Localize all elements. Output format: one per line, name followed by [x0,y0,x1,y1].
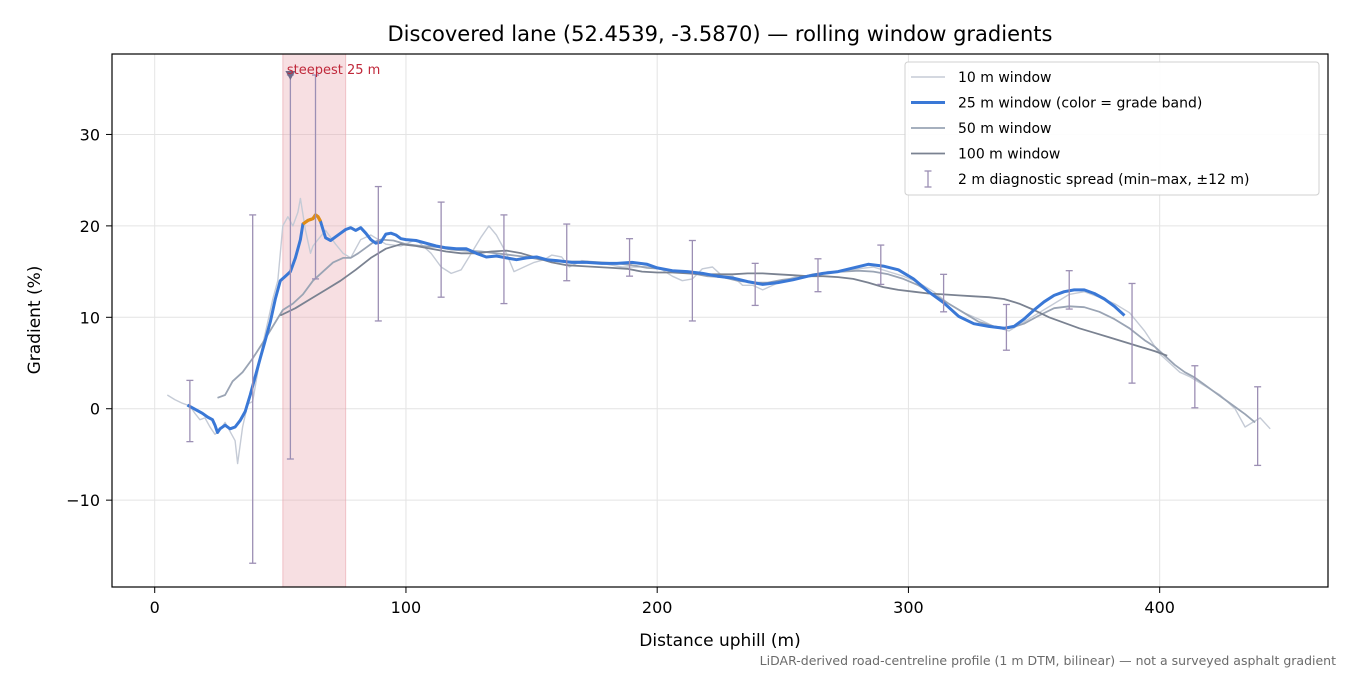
x-axis-label: Distance uphill (m) [639,631,800,651]
error-bar [374,185,382,322]
steepest-segment-band [282,53,347,588]
legend-label: 2 m diagnostic spread (min–max, ±12 m) [958,172,1249,188]
x-axis: 0 100 200 300 400 [150,587,1175,617]
x-tick-label: 100 [391,598,422,617]
error-bar [1191,365,1199,409]
error-bar [877,244,885,286]
series-layer [166,197,1271,465]
plot-frame [111,53,1329,588]
error-bar [186,379,194,443]
steepest-band-layer [282,53,347,588]
y-axis-label: Gradient (%) [25,266,45,375]
x-tick-label: 300 [893,598,924,617]
legend-entry: 2 m diagnostic spread (min–max, ±12 m) [924,170,1249,188]
chart-title: Discovered lane (52.4539, -3.5870) — rol… [388,22,1053,46]
y-tick-label: 20 [80,217,100,236]
x-tick-label: 400 [1144,598,1175,617]
error-bar [751,262,759,307]
series-25-m-window-color-grade-band [186,213,1126,434]
legend-label: 10 m window [958,70,1051,86]
error-bar [1002,303,1010,351]
x-tick-label: 0 [150,598,160,617]
error-bar [500,214,508,305]
legend-box [904,61,1320,196]
series-50-m-window [217,238,1256,424]
y-axis: −10 0 10 20 30 [66,125,112,510]
y-tick-label: −10 [66,491,100,510]
steepest-peak-marker [285,71,296,81]
legend-label: 50 m window [958,121,1051,137]
error-bar [1128,282,1136,384]
steepest-segment-label: steepest 25 m [287,63,380,78]
legend-entry: 100 m window [911,147,1060,163]
marker-layer [285,71,296,81]
error-bar [1065,270,1073,310]
error-bar [688,239,696,322]
footnote: LiDAR-derived road-centreline profile (1… [760,653,1336,668]
error-bar [1254,386,1262,467]
error-bars [186,74,1262,564]
legend-entry: 25 m window (color = grade band) [911,96,1202,112]
y-tick-label: 30 [80,125,100,144]
error-bar [437,201,445,298]
steep-grade-segment [301,213,322,226]
legend-label: 100 m window [958,147,1060,163]
error-bar [563,223,571,282]
legend-entry: 10 m window [911,70,1051,86]
error-bar [626,238,634,277]
error-bar [249,214,257,564]
x-tick-label: 200 [642,598,673,617]
error-bar [940,273,948,313]
legend-label: 25 m window (color = grade band) [958,96,1202,112]
legend-entry: 50 m window [911,121,1051,137]
legend: 10 m window 25 m window (color = grade ba… [904,61,1320,196]
y-tick-label: 0 [90,400,100,419]
error-bar [814,258,822,293]
error-bar [312,74,320,280]
series-100-m-window [279,243,1168,357]
y-tick-label: 10 [80,308,100,327]
